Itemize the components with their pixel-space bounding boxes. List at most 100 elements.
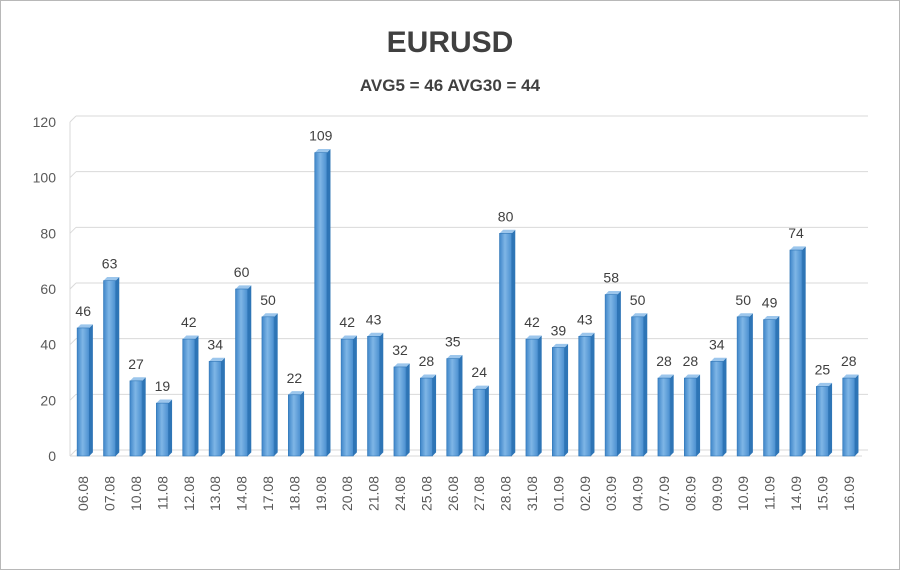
- y-tick-label: 40: [40, 337, 56, 353]
- bar-side: [722, 357, 727, 456]
- x-tick-label: 31.08: [524, 476, 540, 511]
- bar-top: [657, 374, 674, 379]
- x-tick-label: 09.09: [709, 476, 725, 511]
- bar-top: [499, 229, 516, 234]
- bar-top: [789, 246, 806, 251]
- bar: [499, 233, 512, 457]
- bar-side: [353, 335, 357, 456]
- data-label: 27: [128, 356, 144, 372]
- bar-top: [737, 313, 753, 317]
- bar: [604, 294, 618, 457]
- bar: [552, 347, 565, 457]
- gridline-depth: [69, 338, 77, 346]
- chart-title: EURUSD: [386, 26, 514, 59]
- bar-side: [194, 335, 199, 456]
- bar: [261, 316, 275, 457]
- data-label: 28: [419, 353, 435, 369]
- data-label: 28: [656, 353, 672, 369]
- bar-side: [643, 313, 648, 456]
- bar: [842, 377, 856, 457]
- bar-side: [670, 374, 674, 456]
- data-label: 43: [366, 311, 382, 327]
- x-tick-label: 27.08: [471, 476, 487, 511]
- bar: [710, 361, 724, 457]
- data-label: 50: [735, 292, 751, 308]
- x-tick-label: 21.08: [366, 476, 382, 511]
- x-tick-label: 14.09: [788, 476, 804, 511]
- bar-top: [816, 382, 833, 387]
- gridlines: [69, 115, 868, 457]
- bar-side: [696, 374, 701, 456]
- bar: [182, 338, 196, 457]
- bar: [816, 386, 829, 457]
- bar: [684, 377, 697, 457]
- bar-top: [103, 277, 120, 281]
- x-tick-label: 19.08: [313, 476, 329, 511]
- data-label: 50: [630, 292, 646, 308]
- x-tick-label: 26.08: [445, 476, 461, 511]
- gridline-depth: [69, 115, 77, 123]
- x-tick-label: 02.09: [577, 476, 593, 511]
- bar: [736, 316, 750, 457]
- x-tick-label: 28.08: [498, 476, 514, 511]
- x-tick-label: 25.08: [418, 476, 434, 511]
- bar-side: [775, 316, 780, 456]
- x-tick-label: 04.09: [630, 476, 646, 511]
- gridline-depth: [69, 393, 77, 401]
- bar-side: [300, 391, 305, 456]
- x-tick-label: 18.08: [286, 476, 302, 511]
- x-tick-label: 08.09: [682, 476, 698, 511]
- bar-top: [182, 335, 199, 340]
- data-label: 60: [234, 264, 250, 280]
- bar-side: [406, 363, 410, 456]
- bar-top: [552, 343, 569, 348]
- bar-top: [763, 316, 780, 320]
- bar: [129, 380, 143, 457]
- data-label: 50: [260, 292, 276, 308]
- bar-side: [326, 149, 331, 456]
- data-label: 42: [181, 314, 197, 330]
- bar-top: [77, 324, 93, 328]
- bar-top: [842, 374, 859, 379]
- bar-side: [511, 229, 516, 456]
- bar-top: [261, 313, 278, 317]
- bar: [631, 316, 644, 457]
- data-label: 28: [683, 353, 699, 369]
- x-tick-label: 01.09: [550, 476, 566, 511]
- bar-top: [341, 335, 357, 340]
- bar-side: [274, 313, 278, 456]
- x-tick-label: 10.09: [735, 476, 751, 511]
- bar-side: [89, 324, 93, 456]
- bar: [103, 280, 116, 457]
- data-label: 19: [155, 378, 171, 394]
- bar-top: [684, 374, 701, 379]
- data-label: 109: [309, 128, 333, 144]
- x-tick-label: 11.08: [154, 476, 170, 510]
- x-tick-label: 15.09: [814, 476, 830, 511]
- bar: [525, 338, 539, 457]
- bar: [789, 249, 803, 457]
- bar-top: [235, 285, 252, 289]
- bar-side: [854, 374, 859, 456]
- bar-top: [367, 332, 384, 337]
- bar: [235, 288, 248, 457]
- data-label: 74: [788, 225, 804, 241]
- data-label: 42: [339, 314, 355, 330]
- y-tick-label: 0: [48, 448, 56, 464]
- x-tick-label: 07.08: [102, 476, 118, 511]
- bar-top: [156, 399, 173, 404]
- x-tick-label: 10.08: [128, 476, 144, 511]
- x-tick-label: 14.08: [234, 476, 250, 511]
- bar: [156, 402, 169, 457]
- x-tick-label: 13.08: [207, 476, 223, 511]
- axes: 0 20 40 60 80 100 120 06.08 07.08 10.08 11.08 12.08…: [33, 114, 862, 511]
- gridline-depth: [69, 449, 77, 457]
- bar-side: [828, 382, 833, 456]
- bar: [420, 377, 433, 457]
- gridline-depth: [69, 226, 77, 234]
- bar: [578, 336, 592, 457]
- data-labels: 46 63 27 19 42 34 60 50 22 109 42 43 32 28 35 24 80 42 39 4…: [75, 128, 856, 395]
- bar: [314, 152, 328, 457]
